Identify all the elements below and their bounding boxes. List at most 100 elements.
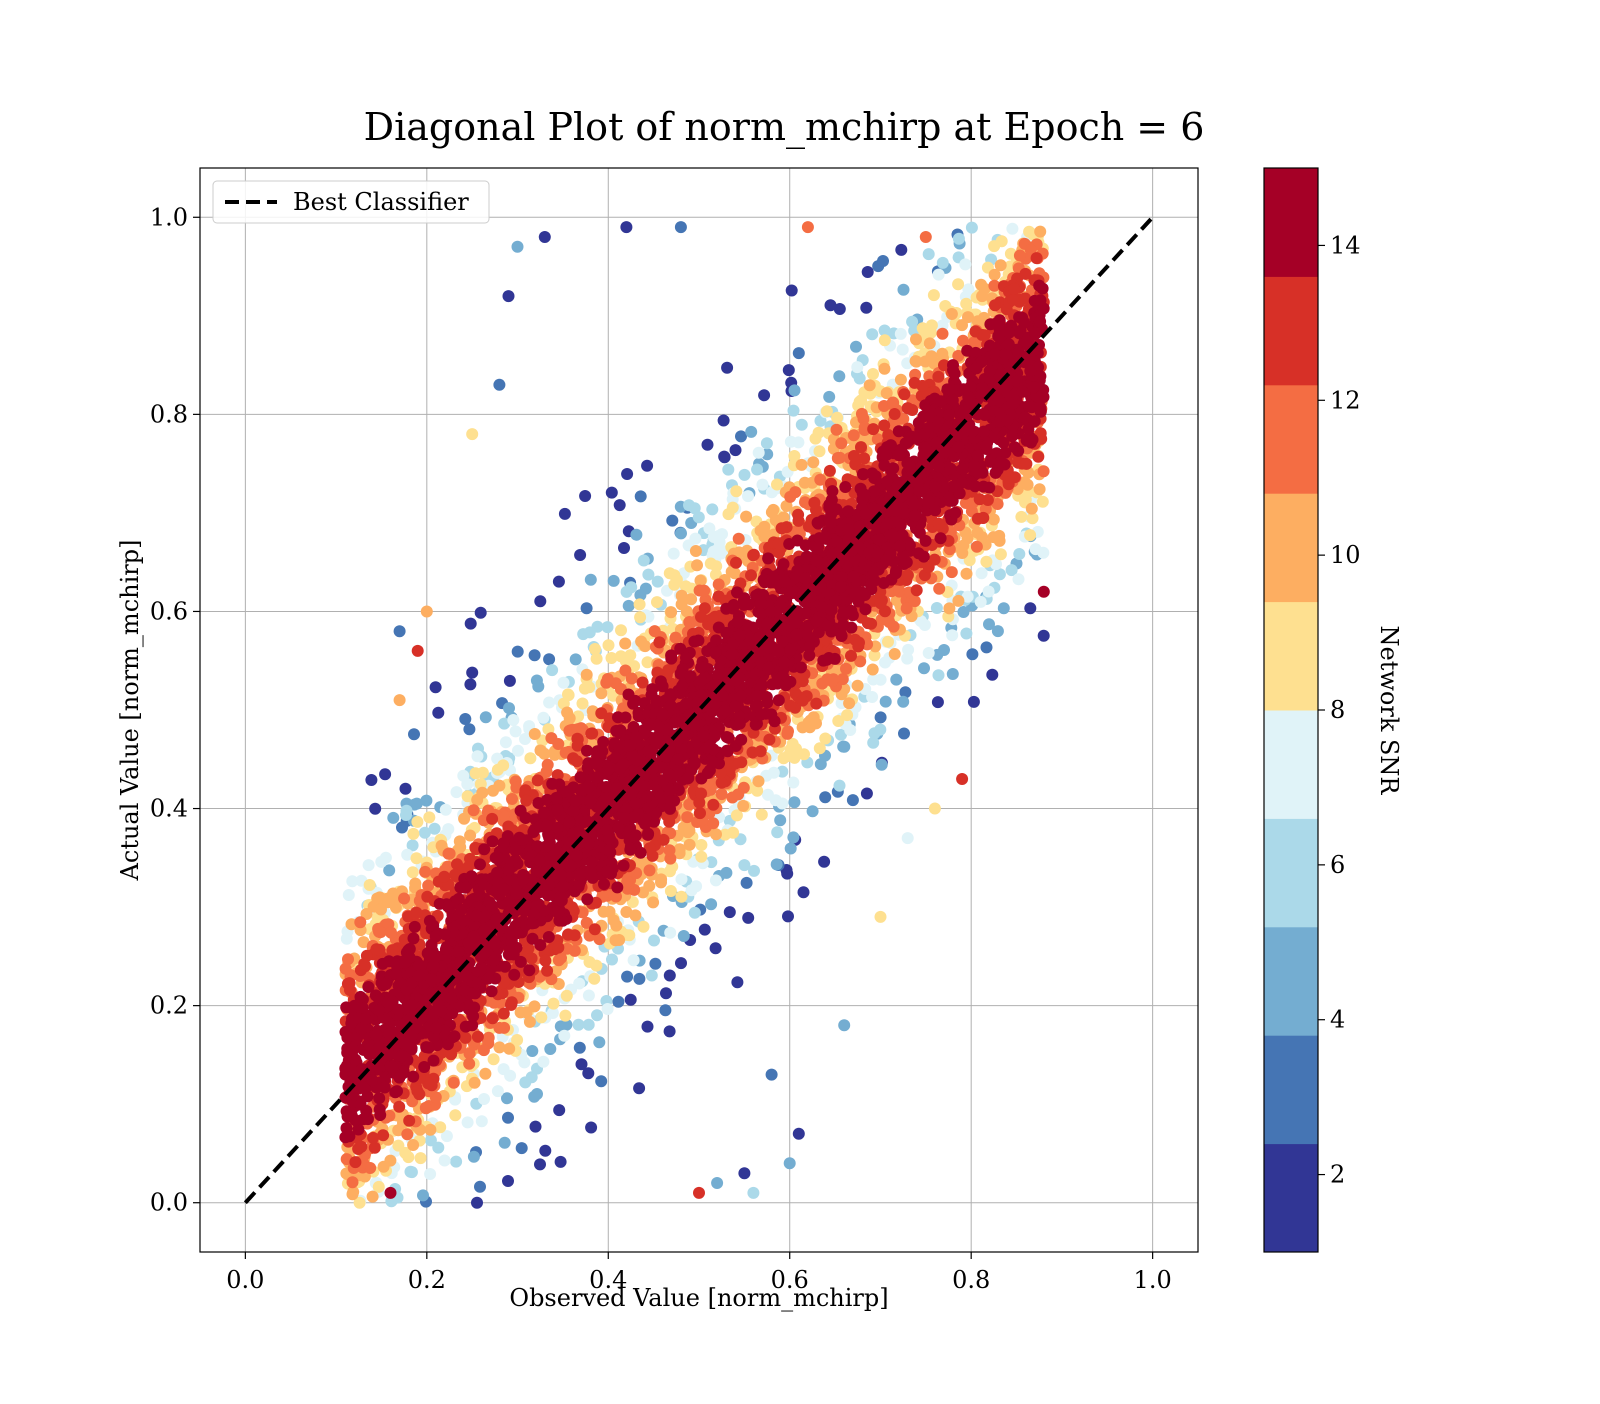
scatter-point <box>675 527 687 539</box>
scatter-point <box>674 843 686 855</box>
scatter-point <box>406 1166 418 1178</box>
scatter-point <box>400 783 412 795</box>
scatter-point <box>733 533 745 545</box>
scatter-point <box>730 444 742 456</box>
scatter-point <box>602 1003 614 1015</box>
scatter-point <box>652 576 664 588</box>
scatter-point <box>1026 503 1038 515</box>
scatter-point <box>664 927 676 939</box>
scatter-point <box>621 468 633 480</box>
scatter-point <box>755 745 767 757</box>
scatter-point <box>977 512 989 524</box>
scatter-point <box>585 1122 597 1134</box>
scatter-point <box>793 347 805 359</box>
scatter-point <box>713 622 725 634</box>
scatter-point <box>983 618 995 630</box>
scatter-point <box>1032 451 1044 463</box>
scatter-point <box>807 805 819 817</box>
scatter-point <box>737 800 749 812</box>
scatter-point <box>938 644 950 656</box>
scatter-point <box>762 789 774 801</box>
scatter-point <box>989 299 1001 311</box>
scatter-point <box>793 1128 805 1140</box>
scatter-point <box>823 391 835 403</box>
scatter-point <box>384 1155 396 1167</box>
scatter-point <box>539 1145 551 1157</box>
scatter-point <box>374 1109 386 1121</box>
scatter-point <box>784 1157 796 1169</box>
scatter-point <box>486 813 498 825</box>
scatter-point <box>367 1132 379 1144</box>
scatter-point <box>526 952 538 964</box>
scatter-point <box>898 728 910 740</box>
scatter-point <box>758 521 770 533</box>
scatter-point <box>711 1177 723 1189</box>
scatter-point <box>476 787 488 799</box>
scatter-point <box>819 791 831 803</box>
scatter-point <box>526 1071 538 1083</box>
scatter-point <box>593 1036 605 1048</box>
scatter-point <box>799 477 811 489</box>
scatter-point <box>923 647 935 659</box>
scatter-point <box>561 990 573 1002</box>
scatter-point <box>989 269 1001 281</box>
scatter-point <box>486 985 498 997</box>
scatter-point <box>582 1067 594 1079</box>
scatter-point <box>902 832 914 844</box>
scatter-point <box>699 924 711 936</box>
scatter-point <box>675 957 687 969</box>
scatter-point <box>838 1019 850 1031</box>
scatter-point <box>409 921 421 933</box>
scatter-point <box>878 419 890 431</box>
scatter-point <box>910 356 922 368</box>
scatter-point <box>776 798 788 810</box>
scatter-point <box>375 856 387 868</box>
scatter-point <box>698 585 710 597</box>
scatter-point <box>664 844 676 856</box>
scatter-point <box>647 896 659 908</box>
scatter-point <box>876 759 888 771</box>
scatter-point <box>524 1016 536 1028</box>
scatter-point <box>469 1077 481 1089</box>
scatter-point <box>532 774 544 786</box>
scatter-point <box>730 485 742 497</box>
scatter-point <box>367 1191 379 1203</box>
scatter-point <box>961 568 973 580</box>
scatter-point <box>506 793 518 805</box>
scatter-point <box>655 675 667 687</box>
scatter-point <box>620 712 632 724</box>
scatter-point <box>740 511 752 523</box>
scatter-point <box>758 389 770 401</box>
scatter-point <box>834 780 846 792</box>
scatter-point <box>826 675 838 687</box>
scatter-point <box>695 788 707 800</box>
scatter-point <box>844 724 856 736</box>
scatter-point <box>788 405 800 417</box>
scatter-point <box>843 697 855 709</box>
scatter-point <box>897 696 909 708</box>
scatter-point <box>611 881 623 893</box>
scatter-point <box>642 829 654 841</box>
scatter-point <box>832 715 844 727</box>
scatter-point <box>981 641 993 653</box>
scatter-point <box>638 921 650 933</box>
scatter-point <box>738 1167 750 1179</box>
scatter-point <box>464 830 476 842</box>
scatter-point <box>512 646 524 658</box>
scatter-point <box>889 648 901 660</box>
scatter-point <box>742 490 754 502</box>
scatter-point <box>546 664 558 676</box>
scatter-point <box>937 257 949 269</box>
scatter-point <box>788 796 800 808</box>
scatter-point <box>564 712 576 724</box>
scatter-point <box>768 767 780 779</box>
scatter-point <box>880 696 892 708</box>
scatter-point <box>544 1043 556 1055</box>
scatter-point <box>466 428 478 440</box>
scatter-point <box>706 756 718 768</box>
scatter-point <box>586 727 598 739</box>
scatter-point <box>500 736 512 748</box>
scatter-point <box>879 334 891 346</box>
scatter-point <box>946 308 958 320</box>
scatter-point <box>901 653 913 665</box>
